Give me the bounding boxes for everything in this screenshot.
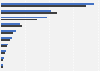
Bar [0, 64, 3, 66]
Bar [0, 25, 22, 27]
Bar [0, 5, 86, 7]
Bar [0, 10, 51, 12]
Bar [0, 23, 20, 25]
Bar [0, 59, 3, 61]
Bar [0, 37, 12, 39]
Bar [0, 44, 8, 45]
Bar [0, 52, 5, 54]
Bar [0, 66, 3, 68]
Bar [0, 17, 47, 18]
Bar [0, 30, 16, 32]
Bar [0, 19, 37, 20]
Bar [0, 45, 7, 47]
Bar [0, 12, 57, 14]
Bar [0, 39, 10, 41]
Bar [0, 57, 4, 59]
Bar [0, 3, 94, 5]
Bar [0, 32, 13, 34]
Bar [0, 50, 6, 52]
